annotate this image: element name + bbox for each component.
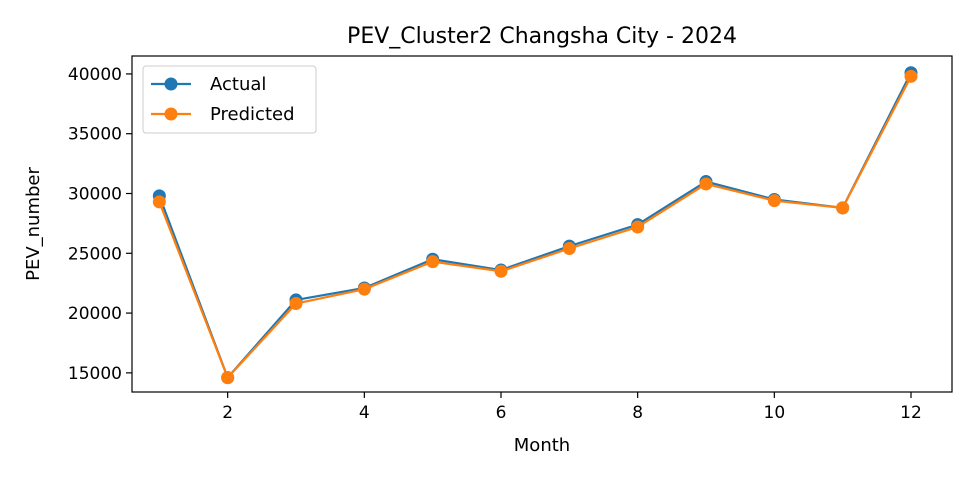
x-tick-label: 2 (222, 403, 233, 423)
x-tick-label: 6 (496, 403, 507, 423)
legend: Actual Predicted (142, 65, 317, 134)
data-point-predicted (289, 297, 303, 311)
data-point-predicted (221, 371, 235, 385)
data-point-predicted (904, 69, 918, 83)
y-tick-label: 40000 (68, 65, 122, 85)
series-predicted (152, 69, 918, 385)
x-tick-label: 4 (359, 403, 370, 423)
data-point-predicted (836, 201, 850, 215)
series-layer (152, 66, 918, 385)
data-point-predicted (562, 242, 576, 256)
chart-title: PEV_Cluster2 Changsha City - 2024 (347, 24, 737, 49)
y-tick-label: 35000 (68, 125, 122, 145)
data-point-predicted (357, 282, 371, 296)
data-point-predicted (767, 194, 781, 208)
data-point-predicted (494, 264, 508, 278)
legend-marker-actual (164, 77, 178, 91)
y-axis-ticks: 15000 20000 25000 30000 35000 40000 (68, 65, 132, 384)
legend-label-actual: Actual (210, 74, 266, 95)
legend-label-predicted: Predicted (210, 104, 295, 125)
y-tick-label: 30000 (68, 185, 122, 205)
y-axis-label: PEV_number (23, 167, 44, 281)
x-tick-label: 12 (900, 403, 922, 423)
y-tick-label: 20000 (68, 304, 122, 324)
x-axis-label: Month (514, 435, 570, 456)
data-point-predicted (699, 177, 713, 191)
x-axis-ticks: 2 4 6 8 10 12 (222, 392, 922, 423)
x-tick-label: 10 (764, 403, 786, 423)
data-point-predicted (152, 195, 166, 209)
plot-frame (131, 55, 953, 393)
series-line-predicted (158, 75, 912, 379)
x-tick-label: 8 (632, 403, 643, 423)
legend-marker-predicted (164, 107, 178, 121)
data-point-predicted (631, 220, 645, 234)
legend-box (142, 65, 317, 134)
y-tick-label: 25000 (68, 244, 122, 264)
data-point-predicted (426, 255, 440, 269)
y-tick-label: 15000 (68, 364, 122, 384)
